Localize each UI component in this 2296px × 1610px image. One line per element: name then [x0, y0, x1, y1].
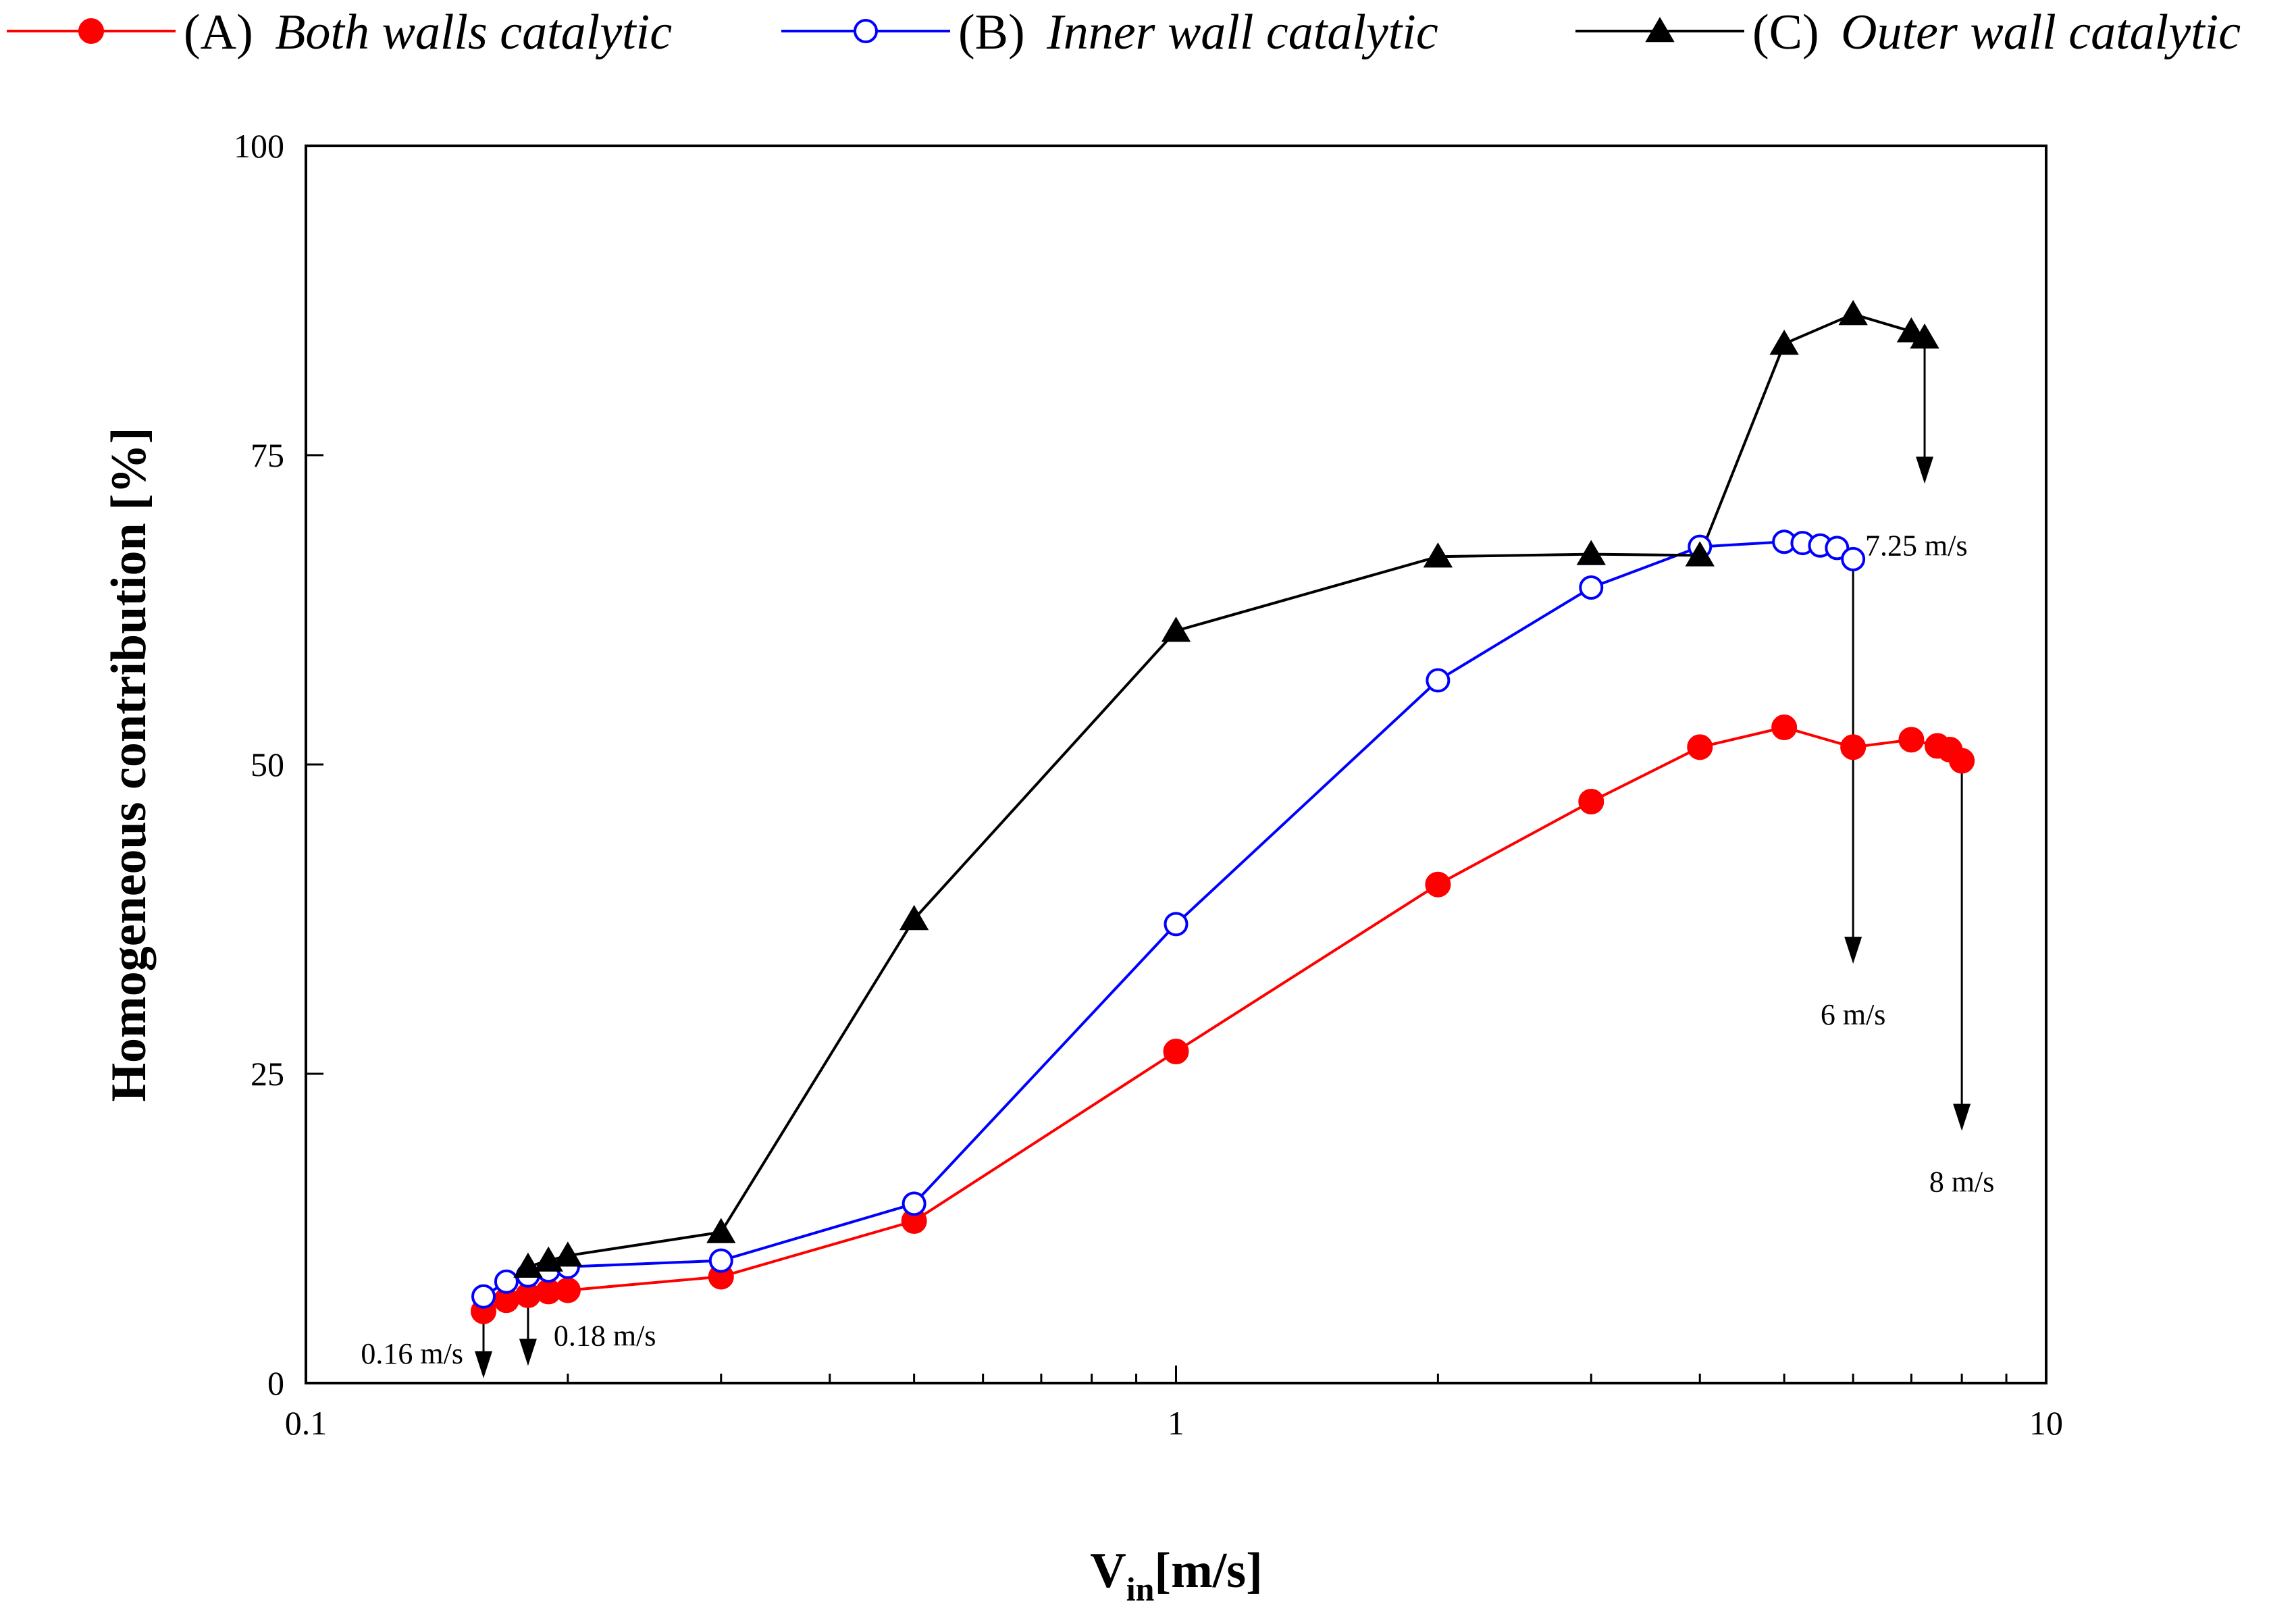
data-point-C	[1685, 541, 1715, 567]
y-tick-label: 50	[251, 746, 284, 783]
legend-label-text: Inner wall catalytic	[1046, 5, 1438, 60]
data-point-B	[1426, 668, 1451, 693]
legend-marker-A	[78, 18, 104, 44]
annotation-label: 8 m/s	[1929, 1165, 1995, 1198]
y-tick-label: 0	[267, 1364, 284, 1402]
data-point-B	[902, 1191, 927, 1216]
annotation-arrow-head	[519, 1339, 537, 1366]
annotation-arrow-head	[475, 1351, 493, 1378]
y-tick-label: 100	[234, 127, 284, 165]
legend-label-B: (B) Inner wall catalytic	[958, 5, 1438, 60]
data-point-C	[1769, 330, 1799, 355]
annotation-arrow-head	[1916, 457, 1934, 484]
data-point-B	[494, 1269, 519, 1294]
data-point-A	[1163, 1039, 1189, 1065]
series-markers	[471, 300, 1975, 1324]
data-point-B	[708, 1248, 733, 1273]
data-point-C	[899, 905, 929, 931]
data-point-C	[706, 1218, 736, 1243]
legend: (A) Both walls catalytic (B) Inner wall c…	[7, 5, 2241, 60]
annotation-arrow-head	[1844, 937, 1862, 964]
x-tick-label: 1	[1168, 1404, 1184, 1442]
data-point-C	[553, 1241, 583, 1267]
series-line-C	[527, 313, 1925, 1268]
data-point-A	[1687, 734, 1713, 760]
legend-label-text: Outer wall catalytic	[1841, 5, 2241, 60]
data-point-A	[554, 1277, 581, 1303]
data-point-A	[1578, 788, 1604, 814]
annotations: 0.16 m/s 0.18 m/s 6 m/s 7.25 m/s 8 m/s	[361, 337, 1995, 1378]
x-axis-title-var: V	[1090, 1543, 1126, 1599]
x-axis-title: Vin[m/s]	[1090, 1543, 1262, 1608]
data-point-B	[471, 1284, 496, 1309]
data-point-C	[1423, 542, 1453, 568]
legend-marker-C	[1645, 17, 1675, 43]
x-axis-title-sub: in	[1126, 1570, 1155, 1608]
y-tick-label: 25	[251, 1055, 284, 1093]
annotation-arrow-head	[1953, 1103, 1971, 1131]
legend-label-prefix: (A)	[184, 5, 265, 60]
data-point-B	[1841, 546, 1866, 571]
series-line-A	[483, 726, 1963, 1313]
data-point-C	[1910, 323, 1939, 349]
annotation-label: 6 m/s	[1821, 998, 1886, 1031]
data-point-C	[1161, 617, 1191, 642]
legend-marker-B	[854, 19, 878, 43]
annotation-label: 0.18 m/s	[554, 1320, 656, 1353]
data-point-A	[1840, 734, 1867, 760]
legend-label-C: (C) Outer wall catalytic	[1752, 5, 2241, 60]
annotation-label: 7.25 m/s	[1865, 529, 1968, 562]
data-point-A	[1425, 871, 1451, 898]
y-axis: 0 25 50 75 100	[234, 127, 323, 1402]
y-tick-label: 75	[251, 436, 284, 474]
legend-label-prefix: (B)	[958, 5, 1037, 60]
legend-label-prefix: (C)	[1752, 5, 1831, 60]
x-axis-title-unit: [m/s]	[1154, 1543, 1262, 1599]
data-point-C	[1576, 540, 1606, 565]
data-point-C	[1838, 300, 1868, 326]
data-point-B	[1579, 575, 1604, 600]
series-lines	[482, 313, 1963, 1313]
x-tick-label: 0.1	[285, 1404, 328, 1442]
data-point-A	[1898, 727, 1925, 753]
legend-label-text: Both walls catalytic	[275, 5, 672, 60]
annotation-label: 0.16 m/s	[361, 1337, 463, 1370]
y-axis-title: Homogeneous contribution [%]	[101, 427, 157, 1102]
legend-label-A: (A) Both walls catalytic	[184, 5, 672, 60]
data-point-A	[1949, 748, 1975, 774]
x-axis: 0.1 1 10	[285, 1366, 2063, 1442]
data-point-B	[1164, 912, 1189, 937]
data-point-A	[1771, 715, 1798, 741]
x-tick-label: 10	[2029, 1404, 2063, 1442]
